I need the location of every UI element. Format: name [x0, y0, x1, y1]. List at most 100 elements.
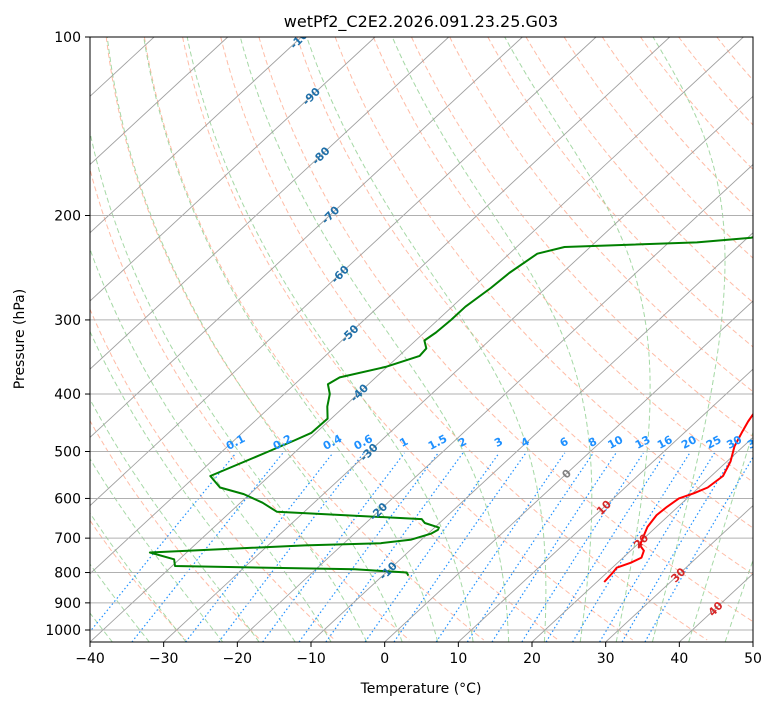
isotherm [90, 37, 302, 234]
moist-adiabat [762, 37, 775, 642]
moist-adiabat [391, 37, 593, 642]
isotherm [679, 573, 753, 642]
dry-adiabat [755, 37, 775, 640]
isotherm [90, 37, 523, 438]
x-tick-label: 0 [380, 651, 389, 667]
isotherm [531, 436, 753, 642]
mixing-ratio-label: 13 [633, 433, 653, 452]
dry-adiabat [716, 37, 753, 81]
temperature-profile [603, 412, 753, 583]
moist-adiabats [90, 37, 775, 642]
isotherm [163, 95, 753, 642]
mixing-ratio-line [262, 452, 405, 642]
isotherm [90, 37, 450, 370]
moist-adiabat [239, 37, 510, 642]
mixing-ratio-label: 8 [586, 435, 599, 450]
mixing-ratio-line [599, 452, 716, 642]
y-tick-label: 600 [54, 491, 81, 507]
y-axis-label: Pressure (hPa) [12, 289, 28, 389]
mixing-ratio-line [298, 452, 439, 642]
y-axis-ticks: 100 200 300 400 500 600 700 800 900 1000 [45, 30, 90, 639]
moist-adiabat [651, 37, 726, 642]
moist-adiabat [688, 430, 753, 642]
dry-adiabat [601, 37, 753, 215]
dry-adiabat [334, 37, 753, 529]
dry-adiabat [90, 167, 410, 641]
isotherm [605, 504, 753, 642]
y-tick-label: 100 [54, 30, 81, 46]
moist-adiabat [186, 37, 474, 642]
isotherm [90, 37, 671, 575]
dry-adiabat [678, 37, 753, 126]
x-axis-label: Temperature (°C) [360, 681, 482, 697]
plot-area: -100-90-80-70-60-50-40-30-20-10010203040… [0, 37, 775, 642]
mixing-ratio-label: 2 [456, 435, 469, 450]
dry-adiabat [220, 37, 708, 641]
dry-adiabat [449, 37, 753, 393]
mixing-ratio-label: 30 [724, 433, 744, 452]
mixing-ratio-label: 0.4 [321, 432, 345, 453]
x-tick-label: 20 [523, 651, 541, 667]
mixing-ratio-line [364, 452, 500, 642]
moist-adiabat [90, 512, 187, 642]
x-tick-label: 10 [449, 651, 467, 667]
isotherm [0, 37, 7, 642]
dry-adiabat [90, 419, 261, 641]
mixing-ratio-line [218, 452, 365, 642]
x-tick-label: −40 [75, 651, 105, 667]
x-tick-label: 40 [670, 651, 688, 667]
moist-adiabat [90, 457, 224, 642]
moist-adiabat [90, 247, 332, 642]
isotherm [237, 163, 753, 642]
mixing-ratio-label: 36 [745, 433, 765, 452]
mixing-ratio-label: 6 [558, 435, 571, 450]
pressure-gridlines [90, 37, 753, 631]
mixing-ratio-line [393, 452, 527, 642]
dry-adiabat [90, 308, 336, 641]
mixing-ratio-label: 1.5 [426, 432, 449, 453]
x-tick-label: −20 [223, 651, 253, 667]
isotherm [90, 37, 229, 166]
x-tick-label: 50 [744, 651, 762, 667]
moist-adiabat [90, 129, 368, 642]
y-tick-label: 900 [54, 596, 81, 612]
isotherm [90, 37, 744, 642]
moist-adiabat [106, 37, 403, 642]
dry-adiabat [411, 37, 753, 438]
mixing-ratio-lines [90, 452, 753, 642]
dry-adiabat [258, 37, 753, 623]
y-tick-label: 400 [54, 387, 81, 403]
dry-adiabat [563, 37, 753, 259]
isotherm [384, 300, 753, 642]
mixing-ratio-line [90, 452, 237, 633]
dry-adiabat [182, 37, 633, 641]
y-tick-label: 800 [54, 566, 81, 582]
mixing-ratio-label: 20 [679, 433, 699, 452]
mixing-ratio-line [491, 452, 617, 642]
isotherm [458, 368, 753, 642]
y-tick-label: 300 [54, 313, 81, 329]
dry-adiabat [525, 37, 753, 304]
dry-adiabat [372, 37, 753, 483]
mixing-ratio-label: 1 [397, 435, 410, 450]
y-tick-label: 500 [54, 444, 81, 460]
mixing-ratio-line [521, 452, 644, 642]
mixing-ratio-line [644, 456, 753, 642]
mixing-ratio-label: 16 [655, 433, 675, 452]
x-tick-label: −10 [296, 651, 326, 667]
moist-adiabat [90, 398, 260, 642]
moist-adiabat [143, 37, 439, 642]
moist-adiabat [306, 37, 547, 642]
dry-adiabat [105, 37, 485, 641]
mixing-ratio-line [185, 452, 334, 642]
dry-adiabat [296, 37, 753, 576]
moist-adiabat [724, 558, 753, 642]
y-tick-label: 1000 [45, 623, 81, 639]
chart-title: wetPf2_C2E2.2026.091.23.25.G03 [284, 12, 558, 32]
dewpoint-profile [148, 236, 753, 577]
sounding-profiles [148, 236, 753, 583]
isotherm [90, 37, 376, 302]
x-axis-ticks: −40 −30 −20 −10 0 10 20 30 40 50 [75, 642, 762, 667]
mixing-ratio-label: 25 [704, 433, 724, 452]
